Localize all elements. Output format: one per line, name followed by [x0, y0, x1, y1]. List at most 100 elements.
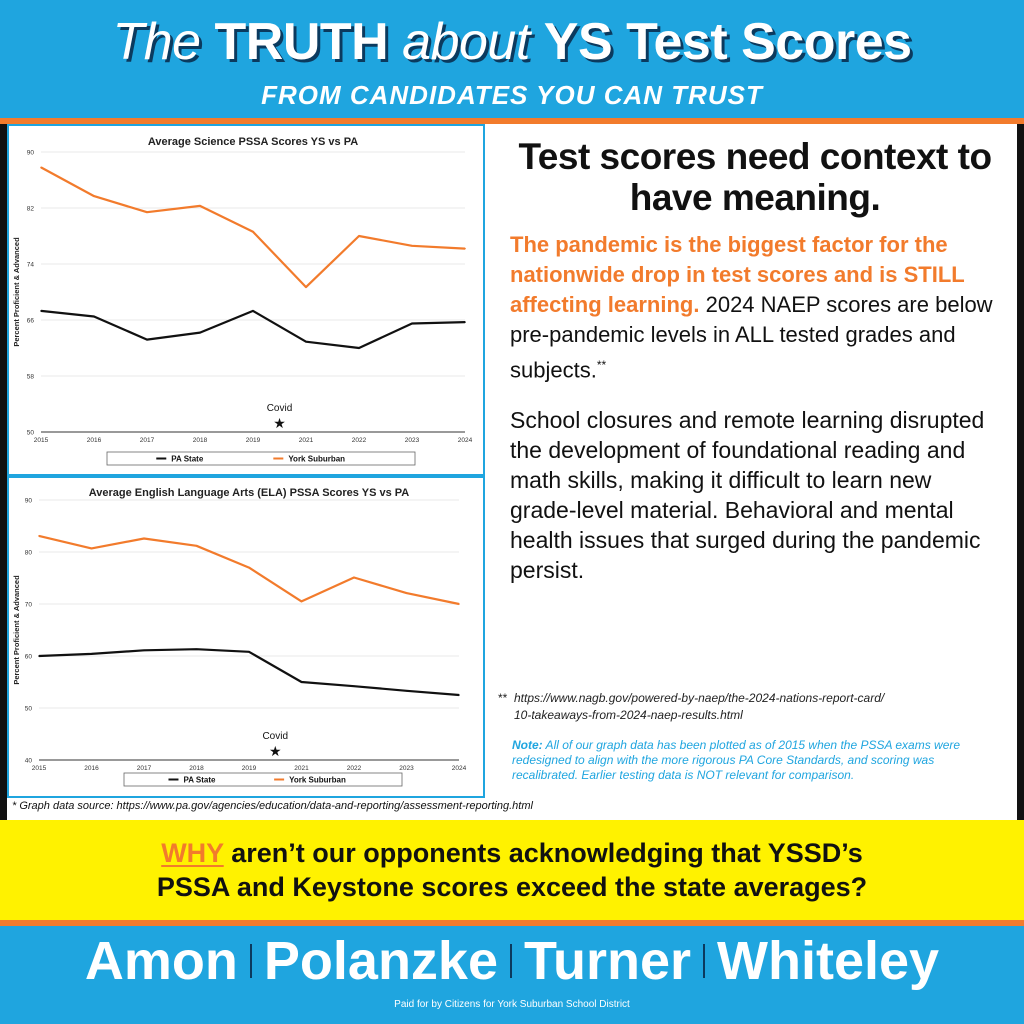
x-tick-label: 2023 [405, 437, 420, 444]
data-point [358, 235, 360, 237]
data-point [195, 544, 198, 547]
y-tick-label: 60 [25, 654, 33, 661]
orange-divider-bottom [0, 920, 1024, 926]
data-point [300, 600, 303, 603]
note-text: All of our graph data has been plotted a… [512, 738, 961, 782]
data-point [464, 321, 466, 323]
question-banner: WHY aren’t our opponents acknowledging t… [0, 820, 1024, 920]
footnote-url-line2: 10-takeaways-from-2024-naep-results.html [514, 708, 743, 722]
y-tick-label: 50 [27, 430, 35, 437]
title-part-4: YS Test Scores [543, 13, 912, 71]
y-tick-label: 58 [27, 374, 35, 381]
data-point [305, 286, 307, 288]
legend-entry: PA State [183, 776, 216, 785]
data-point [458, 603, 460, 605]
why-word: WHY [161, 838, 224, 868]
name-separator [703, 943, 706, 978]
x-tick-label: 2017 [140, 437, 155, 444]
data-point [248, 566, 250, 569]
ela-line-chart: Average English Language Arts (ELA) PSSA… [12, 487, 467, 787]
y-tick-label: 50 [25, 706, 33, 713]
data-point [38, 535, 40, 537]
y-axis-label: Percent Proficient & Advanced [12, 237, 21, 347]
footnote-url-line1: https://www.nagb.gov/powered-by-naep/the… [514, 691, 885, 705]
page-title: The TRUTH about YS Test Scores [0, 12, 1024, 72]
series-line [38, 534, 460, 606]
data-point [458, 694, 460, 696]
x-tick-label: 2023 [399, 765, 414, 772]
context-text-column: Test scores need context to have meaning… [510, 136, 1000, 585]
naep-footnote: ** https://www.nagb.gov/powered-by-naep/t… [498, 690, 1003, 724]
x-tick-label: 2021 [299, 437, 314, 444]
pandemic-highlight: The pandemic is the biggest factor for t… [510, 232, 965, 317]
series-line [40, 166, 466, 289]
ela-chart-panel: Average English Language Arts (ELA) PSSA… [7, 476, 485, 798]
covid-annotation-label: Covid [262, 731, 288, 742]
frame-left-edge [0, 124, 7, 820]
y-tick-label: 70 [25, 602, 33, 609]
data-point [411, 322, 413, 325]
x-tick-label: 2019 [242, 765, 257, 772]
x-tick-label: 2018 [193, 437, 208, 444]
data-point [93, 195, 95, 197]
data-point [40, 310, 42, 312]
pandemic-paragraph: The pandemic is the biggest factor for t… [510, 230, 1000, 385]
title-part-3: about [402, 13, 530, 71]
note-label: Note: [512, 738, 543, 752]
title-part-1: The [112, 13, 201, 71]
naep-text: 2024 NAEP scores are below pre-pandemic … [510, 292, 993, 383]
candidate-name: Whiteley [717, 931, 940, 991]
covid-annotation-label: Covid [267, 403, 293, 414]
question-text: WHY aren’t our opponents acknowledging t… [0, 836, 1024, 904]
data-point [146, 211, 148, 213]
covid-star-icon: ★ [269, 744, 282, 760]
data-point [305, 340, 307, 343]
science-line-chart: Average Science PSSA Scores YS vs PA Perc… [12, 136, 473, 466]
x-tick-label: 2018 [189, 765, 204, 772]
orange-divider-top [0, 118, 1024, 124]
data-point [300, 681, 303, 683]
y-tick-label: 90 [27, 150, 35, 157]
legend-box [123, 772, 403, 787]
data-point [143, 649, 145, 652]
x-tick-label: 2015 [32, 765, 47, 772]
paid-for-disclaimer: Paid for by Citizens for York Suburban S… [394, 999, 630, 1010]
question-line2: PSSA and Keystone scores exceed the stat… [156, 872, 868, 902]
content-area: Average Science PSSA Scores YS vs PA Perc… [0, 124, 1024, 820]
x-tick-label: 2016 [84, 765, 99, 772]
data-point [90, 547, 93, 550]
data-point [146, 338, 148, 341]
x-tick-label: 2021 [294, 765, 309, 772]
candidate-name: Polanzke [263, 931, 498, 991]
y-axis-label: Percent Proficient & Advanced [12, 575, 21, 685]
legend-entry: York Suburban [289, 776, 346, 785]
data-point [411, 245, 413, 247]
candidate-name: Amon [84, 931, 238, 991]
data-point [353, 576, 355, 579]
chart-title: Average English Language Arts (ELA) PSSA… [89, 487, 410, 499]
x-tick-label: 2019 [246, 437, 261, 444]
data-point [199, 205, 201, 207]
footnote-mark: ** [498, 691, 508, 705]
graph-source-note: * Graph data source: https://www.pa.gov/… [12, 800, 533, 812]
data-point [252, 231, 254, 233]
chart-title: Average Science PSSA Scores YS vs PA [148, 136, 358, 148]
context-headline: Test scores need context to have meaning… [518, 136, 992, 218]
candidate-name: Turner [524, 931, 692, 991]
x-tick-label: 2022 [347, 765, 362, 772]
y-tick-label: 90 [25, 498, 33, 505]
question-line1: aren’t our opponents acknowledging that … [223, 838, 863, 868]
data-point [252, 310, 254, 312]
frame-right-edge [1017, 124, 1024, 820]
data-point [358, 347, 360, 349]
y-tick-label: 66 [27, 318, 35, 325]
y-tick-label: 74 [27, 262, 35, 269]
x-tick-label: 2016 [87, 437, 102, 444]
x-tick-label: 2017 [137, 765, 152, 772]
legend-box [106, 451, 416, 466]
data-point [40, 166, 42, 169]
data-point [199, 331, 201, 334]
data-point [90, 653, 93, 655]
y-tick-label: 82 [27, 206, 35, 213]
data-point [93, 315, 95, 318]
